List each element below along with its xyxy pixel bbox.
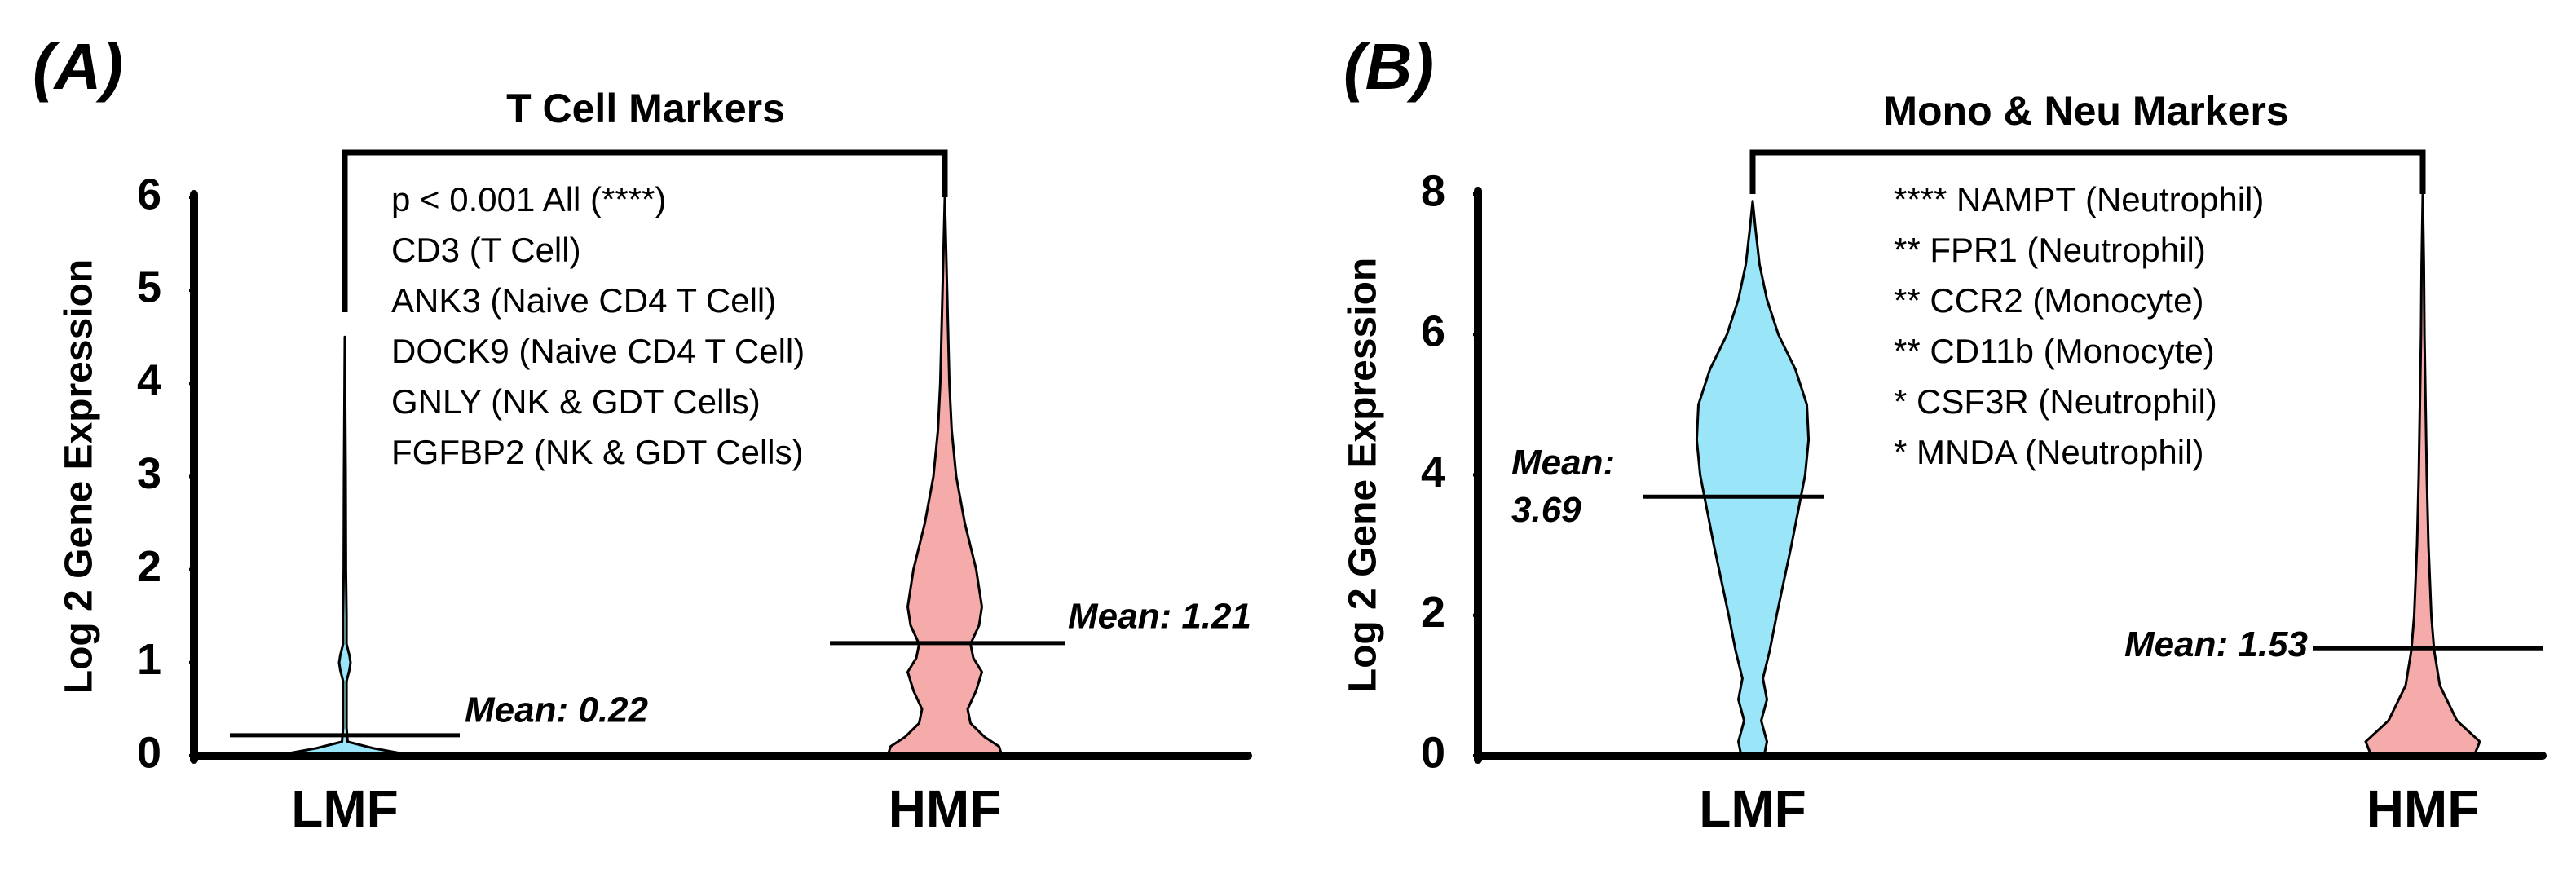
- annotation: DOCK9 (Naive CD4 T Cell): [391, 332, 805, 370]
- violin: [886, 196, 1003, 757]
- mean-label-box: Mean: 3.69: [1511, 443, 1616, 531]
- y-axis-label: Log 2 Gene Expression: [1342, 258, 1385, 692]
- annotation: ** CCR2 (Monocyte): [1894, 281, 2203, 320]
- violin: [1695, 200, 1811, 757]
- annotation: ANK3 (Naive CD4 T Cell): [391, 281, 776, 320]
- y-tick-label: 4: [137, 356, 161, 405]
- panel-label: (B): [1343, 30, 1434, 103]
- mean-label: Mean: 1.21: [1068, 596, 1251, 636]
- y-tick-label: 3: [137, 449, 161, 498]
- y-tick-label: 0: [1421, 728, 1445, 777]
- y-tick-label: 0: [137, 728, 161, 777]
- x-tick-label: LMF: [291, 779, 399, 838]
- annotation: **** NAMPT (Neutrophil): [1894, 180, 2264, 218]
- annotation: p < 0.001 All (****): [391, 180, 666, 218]
- bracket: [342, 149, 948, 312]
- bracket: [1749, 149, 2426, 194]
- y-tick-label: 2: [1421, 588, 1445, 637]
- y-tick-label: 6: [1421, 307, 1445, 356]
- y-tick-label: 5: [137, 263, 161, 311]
- y-tick-label: 1: [137, 635, 161, 684]
- x-tick-label: HMF: [2366, 779, 2480, 838]
- annotation: * MNDA (Neutrophil): [1894, 433, 2203, 471]
- y-tick-label: 4: [1421, 448, 1445, 496]
- mean-label: Mean: 1.53: [2124, 624, 2308, 664]
- y-tick-label: 8: [1421, 166, 1445, 215]
- annotation: * CSF3R (Neutrophil): [1894, 382, 2217, 421]
- y-tick-label: 2: [137, 542, 161, 591]
- chart-title: Mono & Neu Markers: [1883, 88, 2288, 134]
- chart-title: T Cell Markers: [506, 86, 785, 131]
- annotation: GNLY (NK & GDT Cells): [391, 382, 761, 421]
- y-tick-label: 6: [137, 170, 161, 218]
- annotation: FGFBP2 (NK & GDT Cells): [391, 433, 804, 471]
- mean-label: Mean: 3.69: [1511, 443, 1616, 531]
- mean-label: Mean: 0.22: [465, 690, 649, 730]
- violin: [286, 335, 404, 757]
- annotation: ** CD11b (Monocyte): [1894, 332, 2215, 370]
- x-tick-label: HMF: [889, 779, 1002, 838]
- violin: [2364, 192, 2481, 757]
- x-tick-label: LMF: [1699, 779, 1806, 838]
- annotation: ** FPR1 (Neutrophil): [1894, 231, 2206, 269]
- y-axis-label: Log 2 Gene Expression: [58, 259, 101, 694]
- panel-label: (A): [33, 30, 123, 103]
- annotation: CD3 (T Cell): [391, 231, 581, 269]
